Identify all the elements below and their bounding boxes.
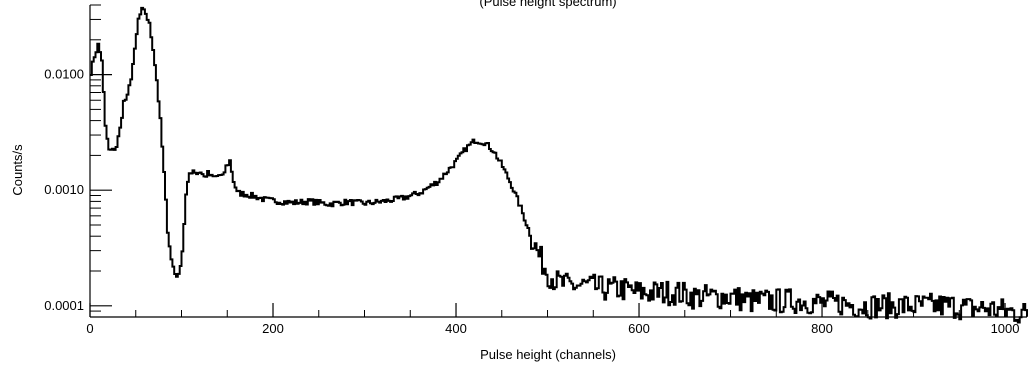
x-tick-label: 600 — [628, 321, 650, 336]
x-tick-label: 800 — [811, 321, 833, 336]
y-tick-label: 0.0010 — [44, 182, 84, 197]
x-tick-label: 1000 — [991, 321, 1020, 336]
x-tick-label: 200 — [262, 321, 284, 336]
series-layer — [90, 6, 1028, 324]
y-tick-label: 0.0001 — [44, 298, 84, 313]
x-ticks: 0 200 400 600 800 1000 — [86, 303, 1020, 336]
title-layer: (Pulse height spectrum) — [479, 0, 616, 9]
x-tick-label: 0 — [86, 321, 93, 336]
x-tick-label: 400 — [445, 321, 467, 336]
chart-title: (Pulse height spectrum) — [479, 0, 616, 9]
series-line — [90, 6, 1028, 324]
y-ticks: 0.0001 0.0010 0.0100 — [44, 4, 112, 318]
y-tick-label: 0.0100 — [44, 67, 84, 82]
y-axis-label: Counts/s — [10, 144, 25, 196]
x-axis-label: Pulse height (channels) — [480, 347, 616, 362]
